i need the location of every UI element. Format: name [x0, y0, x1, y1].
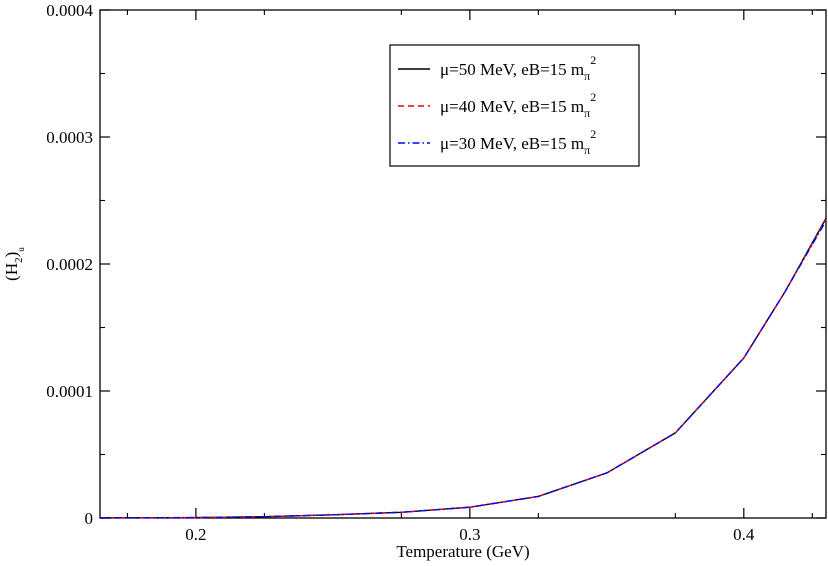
legend-label-main: μ=50 MeV, eB=15 m: [440, 60, 584, 79]
legend-label-sub: π: [584, 69, 590, 83]
y-axis-label-sub2: u: [16, 247, 26, 252]
axis-ticks: 0.2 0.3 0.4 0 0.0001 0.0002 0.0003 0.0004: [46, 1, 826, 544]
y-tick-label: 0: [85, 509, 94, 528]
series-line-1: [99, 217, 827, 519]
legend-label-sub: π: [584, 106, 590, 120]
svg-text:(H2)u: (H2)u: [2, 247, 26, 281]
y-axis-label-sub: 2: [13, 257, 25, 263]
y-axis-label-main: (H: [2, 263, 21, 281]
legend-label-2: μ=40 MeV, eB=15 mπ2: [440, 90, 596, 120]
legend-label-sub: π: [584, 143, 590, 157]
y-tick-label: 0.0003: [46, 128, 93, 147]
x-tick-label: 0.2: [185, 525, 206, 544]
legend-label-sup: 2: [590, 90, 596, 104]
legend-label-main: μ=40 MeV, eB=15 m: [440, 97, 584, 116]
y-tick-label: 0.0001: [46, 382, 93, 401]
x-axis-label: Temperature (GeV): [396, 542, 529, 561]
legend-box: [389, 44, 640, 167]
series-layer: [99, 217, 827, 519]
legend-label-sup: 2: [590, 53, 596, 67]
x-tick-label: 0.4: [733, 525, 755, 544]
legend-label-3: μ=30 MeV, eB=15 mπ2: [440, 127, 596, 157]
y-tick-label: 0.0004: [46, 1, 93, 20]
y-axis-label-close: ): [2, 252, 21, 258]
y-axis-label: (H2)u: [2, 247, 26, 281]
series-line-2: [99, 219, 827, 519]
legend-label-1: μ=50 MeV, eB=15 mπ2: [440, 53, 596, 83]
legend-label-main: μ=30 MeV, eB=15 m: [440, 134, 584, 153]
y-tick-label: 0.0002: [46, 255, 93, 274]
series-line-3: [99, 220, 827, 519]
legend-label-sup: 2: [590, 127, 596, 141]
x-tick-label: 0.3: [459, 525, 480, 544]
